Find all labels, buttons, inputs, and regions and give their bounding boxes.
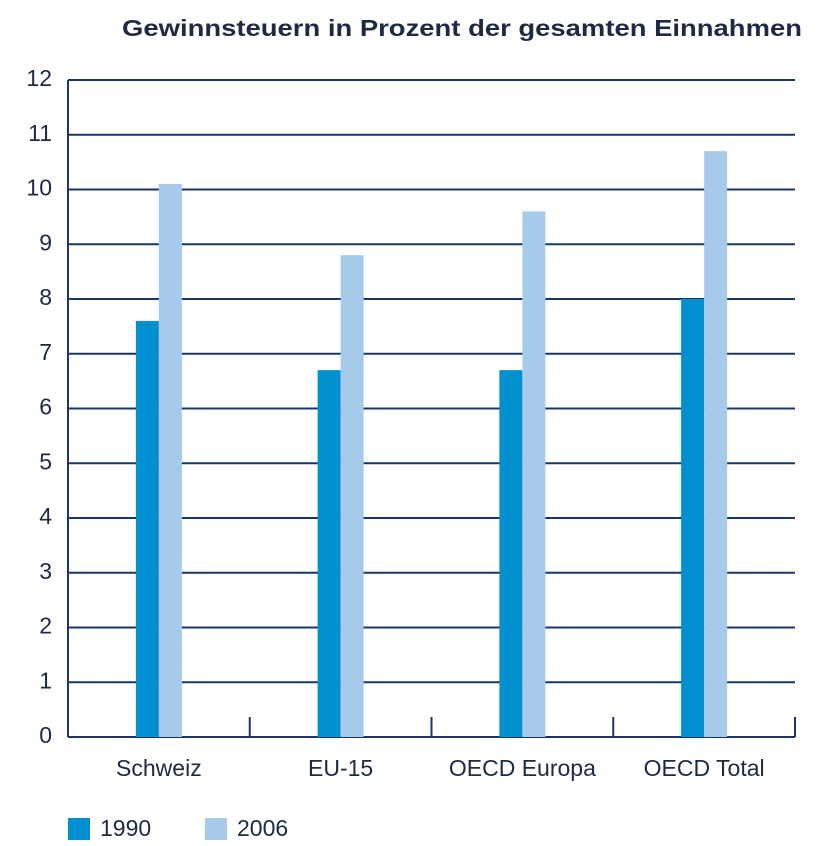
chart-title: Gewinnsteuern in Prozent der gesamten Ei… xyxy=(122,15,802,41)
bar xyxy=(135,320,159,737)
y-tick-label: 1 xyxy=(39,667,52,693)
bar xyxy=(158,184,182,737)
bar xyxy=(340,255,364,737)
x-tick-label: EU-15 xyxy=(308,755,373,781)
bar xyxy=(681,299,705,737)
legend-label: 1990 xyxy=(100,815,151,841)
bar xyxy=(317,370,341,737)
y-tick-label: 2 xyxy=(39,613,52,639)
legend-label: 2006 xyxy=(237,815,288,841)
y-tick-label: 0 xyxy=(39,722,52,748)
y-tick-label: 3 xyxy=(39,558,52,584)
legend-swatch xyxy=(68,818,90,840)
bar xyxy=(499,370,523,737)
y-tick-label: 5 xyxy=(39,448,52,474)
y-tick-label: 6 xyxy=(39,394,52,420)
bar xyxy=(522,211,546,737)
y-tick-label: 9 xyxy=(39,229,52,255)
bar xyxy=(704,151,728,738)
y-tick-label: 4 xyxy=(39,503,52,529)
y-tick-label: 11 xyxy=(28,120,52,146)
x-tick-label: OECD Total xyxy=(644,755,765,781)
y-tick-label: 7 xyxy=(39,339,52,365)
legend-swatch xyxy=(205,818,227,840)
y-tick-label: 8 xyxy=(39,284,52,310)
y-tick-label: 12 xyxy=(26,65,52,91)
x-tick-label: OECD Europa xyxy=(449,755,596,781)
y-tick-label: 10 xyxy=(26,175,52,201)
x-tick-label: Schweiz xyxy=(116,755,202,781)
